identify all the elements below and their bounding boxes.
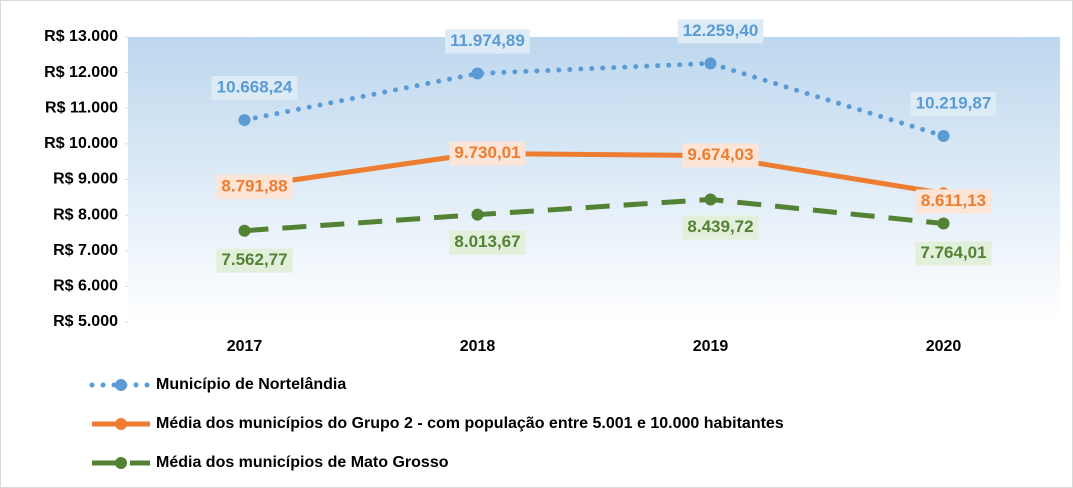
point-marker <box>471 67 484 80</box>
series-line <box>244 150 944 196</box>
legend-marker <box>115 418 127 430</box>
data-label-box <box>682 143 759 168</box>
data-label-box <box>449 230 526 255</box>
x-tick-label: 2018 <box>460 338 496 355</box>
series-line <box>244 196 944 234</box>
y-tick-label: R$ 8.000 <box>53 206 118 223</box>
x-tick-label: 2019 <box>693 338 729 355</box>
x-tick-label: 2017 <box>227 338 263 355</box>
data-label: 8.611,13 <box>921 191 986 210</box>
data-label-box <box>211 76 298 101</box>
y-tick-label: R$ 10.000 <box>44 135 118 152</box>
data-label: 7.764,01 <box>920 243 986 262</box>
point-marker <box>471 208 484 221</box>
data-label-box <box>445 29 530 54</box>
data-label: 8.013,67 <box>454 232 520 251</box>
data-label: 10.219,87 <box>916 94 992 113</box>
data-label-box <box>915 241 992 266</box>
legend-marker <box>115 457 127 469</box>
data-label: 10.668,24 <box>217 78 293 97</box>
point-marker <box>937 217 950 230</box>
point-marker <box>238 114 251 127</box>
data-label: 8.439,72 <box>687 217 753 236</box>
legend-label: Município de Nortelândia <box>156 376 346 393</box>
data-label: 7.562,77 <box>221 250 287 269</box>
y-tick-label: R$ 12.000 <box>44 64 118 81</box>
y-tick-label: R$ 11.000 <box>45 99 118 116</box>
data-label: 9.730,01 <box>454 143 520 162</box>
legend-label: Média dos municípios do Grupo 2 - com po… <box>156 415 784 432</box>
y-tick-label: R$ 5.000 <box>53 313 118 330</box>
series-line <box>242 60 946 139</box>
data-label-box <box>915 189 992 214</box>
legend-marker <box>115 379 127 391</box>
data-label: 9.674,03 <box>687 145 753 164</box>
point-marker <box>937 130 950 143</box>
data-label: 12.259,40 <box>683 21 759 40</box>
y-tick-label: R$ 6.000 <box>53 278 118 295</box>
y-tick-label: R$ 9.000 <box>53 171 118 188</box>
point-marker <box>238 224 251 237</box>
data-label-box <box>910 92 997 117</box>
y-tick-label: R$ 13.000 <box>44 28 118 45</box>
data-label-box <box>682 215 759 240</box>
data-label-box <box>216 248 293 273</box>
y-tick-label: R$ 7.000 <box>53 242 118 259</box>
data-label: 8.791,88 <box>221 176 287 195</box>
x-tick-label: 2020 <box>926 338 962 355</box>
data-label: 11.974,89 <box>450 31 525 50</box>
data-label-box <box>677 19 764 44</box>
point-marker <box>704 193 717 206</box>
data-label-box <box>449 141 526 166</box>
point-marker <box>704 57 717 70</box>
data-label-box <box>216 174 293 199</box>
legend-label: Média dos municípios de Mato Grosso <box>156 454 449 471</box>
